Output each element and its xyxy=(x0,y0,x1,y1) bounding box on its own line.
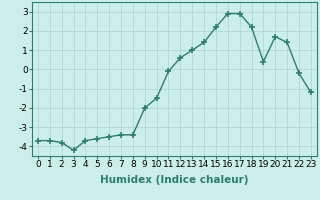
X-axis label: Humidex (Indice chaleur): Humidex (Indice chaleur) xyxy=(100,175,249,185)
